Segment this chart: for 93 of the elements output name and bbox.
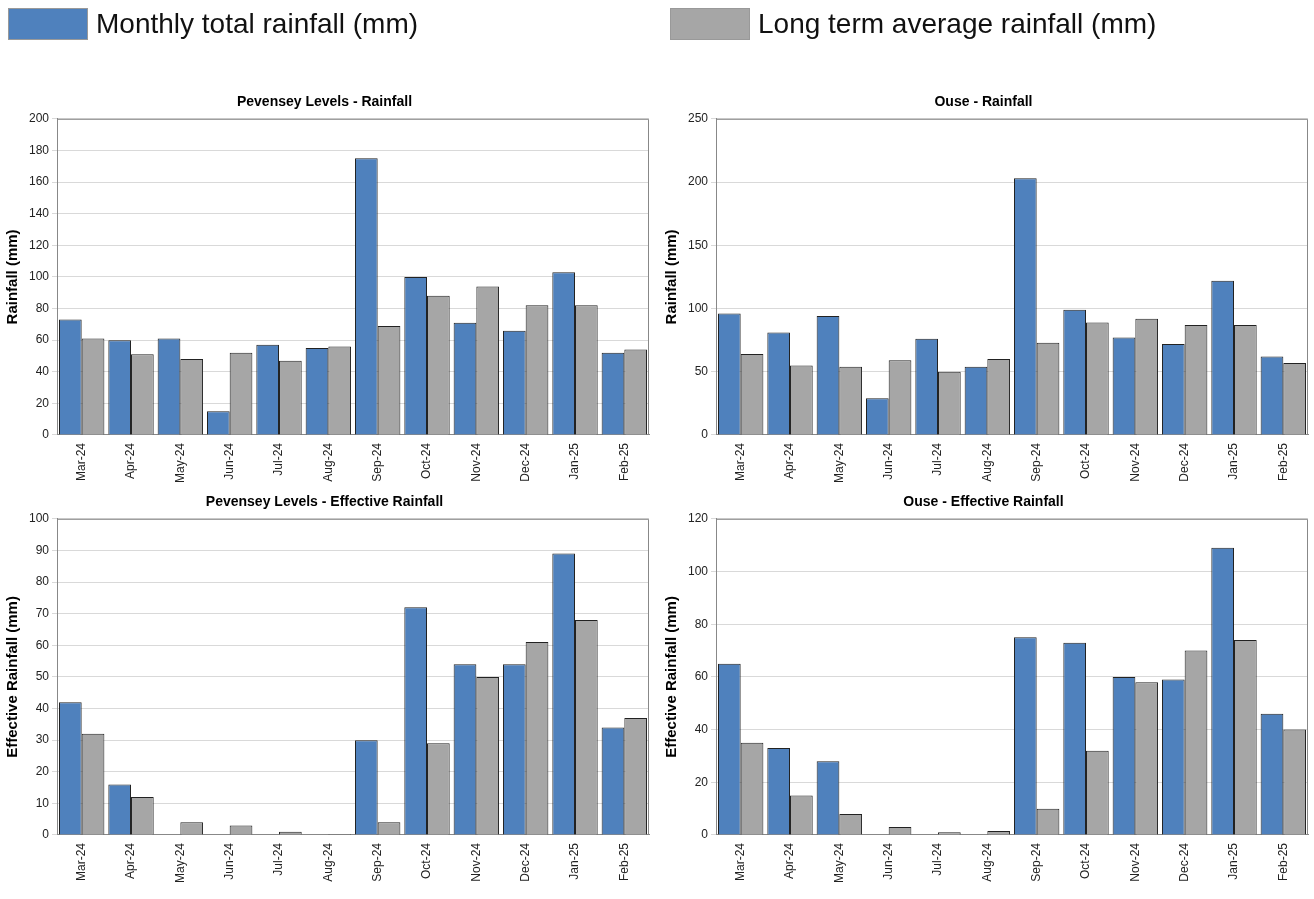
x-tick-label: Jul-24 <box>271 842 286 876</box>
y-tick-label: 0 <box>42 427 50 442</box>
y-tick-label: 40 <box>35 700 50 715</box>
x-tick-label: Apr-24 <box>123 842 138 880</box>
x-tick-label: May-24 <box>831 442 846 483</box>
chart-title: Ouse - Effective Rainfall <box>903 493 1064 510</box>
y-tick-label: 20 <box>35 764 50 779</box>
x-tick-label: Oct-24 <box>419 842 434 879</box>
y-tick-label: 160 <box>28 174 50 189</box>
y-axis-title: Effective Rainfall (mm) <box>662 596 680 758</box>
x-tick-label: Apr-24 <box>782 442 797 480</box>
y-axis-title: Effective Rainfall (mm) <box>3 596 21 758</box>
x-tick-label: Dec-24 <box>1176 442 1191 482</box>
y-axis-title: Rainfall (mm) <box>662 229 680 325</box>
x-tick-label: Mar-24 <box>733 842 747 881</box>
y-tick-label: 150 <box>687 237 709 252</box>
x-tick-label: Mar-24 <box>74 442 88 481</box>
y-tick-label: 140 <box>28 205 50 220</box>
y-tick-label: 30 <box>35 732 50 747</box>
x-tick-label: Sep-24 <box>369 442 384 482</box>
x-tick-label: Sep-24 <box>1028 842 1043 882</box>
y-tick-label: 20 <box>35 395 50 410</box>
x-tick-label: May-24 <box>172 442 187 483</box>
x-tick-label: Nov-24 <box>1127 442 1142 482</box>
x-tick-label: Feb-25 <box>616 842 631 882</box>
x-tick-label: Nov-24 <box>468 442 483 482</box>
y-tick-label: 90 <box>35 542 50 557</box>
chart-title: Ouse - Rainfall <box>934 93 1033 110</box>
x-tick-label: Nov-24 <box>1127 842 1142 882</box>
y-tick-label: 40 <box>694 721 709 736</box>
x-tick-label: Nov-24 <box>468 842 483 882</box>
y-tick-label: 70 <box>35 605 50 620</box>
x-tick-label: Mar-24 <box>74 842 88 881</box>
y-tick-label: 40 <box>35 364 50 379</box>
y-tick-label: 120 <box>687 511 709 526</box>
y-tick-label: 50 <box>694 364 709 379</box>
x-tick-label: May-24 <box>172 842 187 883</box>
x-tick-label: Jul-24 <box>271 442 286 476</box>
y-tick-label: 10 <box>35 795 50 810</box>
chart-title: Pevensey Levels - Rainfall <box>236 93 413 110</box>
x-tick-label: Oct-24 <box>1078 842 1093 879</box>
x-tick-label: Jun-24 <box>221 442 236 480</box>
x-tick-label: Dec-24 <box>1176 842 1191 882</box>
y-tick-label: 0 <box>701 427 709 442</box>
x-tick-label: Aug-24 <box>979 842 994 882</box>
y-tick-label: 60 <box>35 637 50 652</box>
x-tick-label: Oct-24 <box>419 442 434 479</box>
x-tick-label: Feb-25 <box>1275 842 1290 882</box>
y-tick-label: 100 <box>28 511 50 526</box>
y-tick-label: 180 <box>28 142 50 157</box>
y-tick-label: 50 <box>35 669 50 684</box>
y-axis-title: Rainfall (mm) <box>3 229 21 325</box>
y-tick-label: 0 <box>42 827 50 842</box>
y-tick-label: 80 <box>35 574 50 589</box>
y-tick-label: 100 <box>28 269 50 284</box>
x-tick-label: Apr-24 <box>123 442 138 480</box>
x-tick-label: Mar-24 <box>733 442 747 481</box>
x-tick-label: Oct-24 <box>1078 442 1093 479</box>
x-tick-label: Sep-24 <box>369 842 384 882</box>
x-tick-label: Jul-24 <box>930 442 945 476</box>
y-tick-label: 200 <box>28 111 50 126</box>
x-tick-label: Jan-25 <box>567 842 582 880</box>
x-tick-label: Jan-25 <box>567 442 582 480</box>
legend-label: Monthly total rainfall (mm) <box>96 8 419 40</box>
x-tick-label: Sep-24 <box>1028 442 1043 482</box>
y-tick-label: 100 <box>687 563 709 578</box>
y-tick-label: 80 <box>694 616 709 631</box>
x-tick-label: Dec-24 <box>517 442 532 482</box>
y-tick-label: 60 <box>694 669 709 684</box>
y-tick-label: 250 <box>687 111 709 126</box>
y-tick-label: 60 <box>35 332 50 347</box>
y-tick-label: 0 <box>701 827 709 842</box>
y-tick-label: 80 <box>35 300 50 315</box>
x-tick-label: Aug-24 <box>320 442 335 482</box>
y-tick-label: 120 <box>28 237 50 252</box>
x-tick-label: Apr-24 <box>782 842 797 880</box>
x-tick-label: Dec-24 <box>517 842 532 882</box>
y-tick-label: 100 <box>687 300 709 315</box>
x-tick-label: Aug-24 <box>320 842 335 882</box>
chart-title: Pevensey Levels - Effective Rainfall <box>205 493 444 510</box>
x-tick-label: Jun-24 <box>221 842 236 880</box>
x-tick-label: Jun-24 <box>880 442 895 480</box>
legend-label: Long term average rainfall (mm) <box>758 8 1157 40</box>
x-tick-label: Jun-24 <box>880 842 895 880</box>
y-tick-label: 20 <box>694 774 709 789</box>
y-tick-label: 200 <box>687 174 709 189</box>
x-tick-label: Feb-25 <box>1275 442 1290 482</box>
x-tick-label: Jan-25 <box>1226 842 1241 880</box>
x-tick-label: Jul-24 <box>930 842 945 876</box>
x-tick-label: Aug-24 <box>979 442 994 482</box>
x-tick-label: Feb-25 <box>616 442 631 482</box>
x-tick-label: Jan-25 <box>1226 442 1241 480</box>
x-tick-label: May-24 <box>831 842 846 883</box>
